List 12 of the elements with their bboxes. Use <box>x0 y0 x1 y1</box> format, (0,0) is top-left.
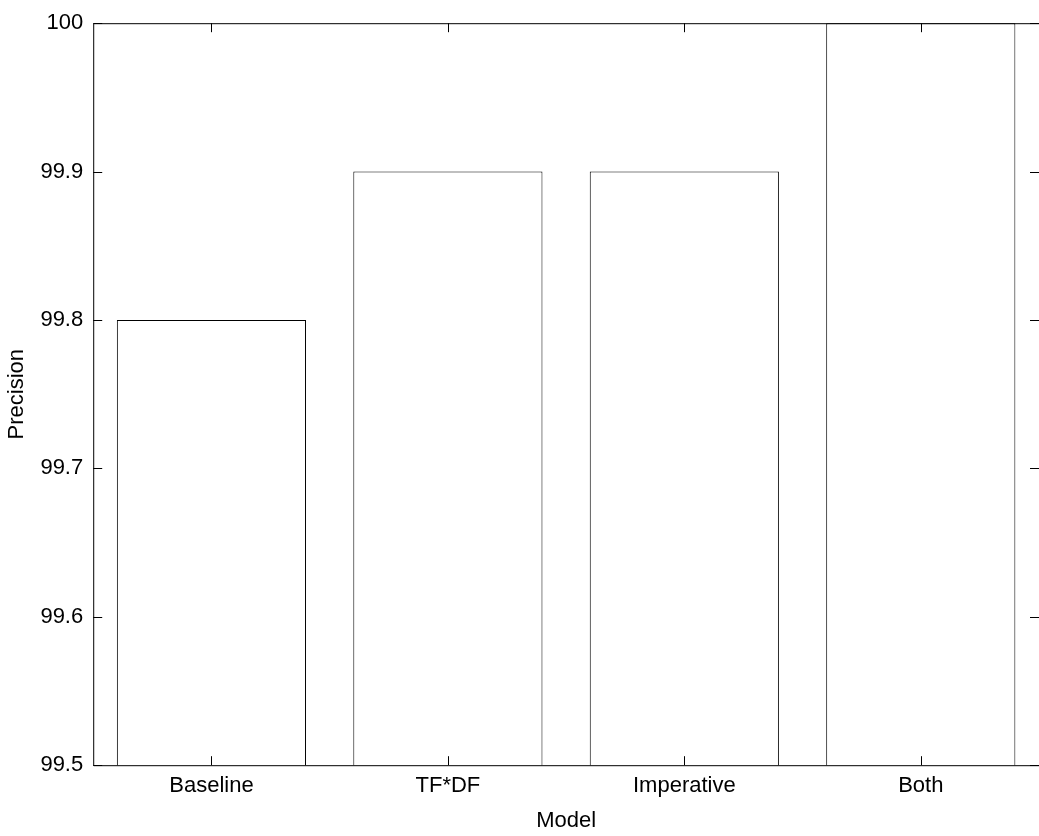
y-tick-label: 99.9 <box>40 157 84 183</box>
y-tick-label: 99.6 <box>40 602 84 628</box>
x-axis-title: Model <box>536 806 597 832</box>
y-tick-label: 100 <box>46 9 84 35</box>
y-tick-label: 99.5 <box>40 751 84 777</box>
y-tick-label: 99.7 <box>40 454 84 480</box>
y-tick-label: 99.8 <box>40 306 84 332</box>
y-axis-title: Precision <box>3 348 29 440</box>
x-tick-label: Imperative <box>632 772 736 798</box>
x-tick-label: TF*DF <box>415 772 481 798</box>
x-tick-label: Baseline <box>169 772 254 798</box>
x-tick-label: Both <box>898 772 944 798</box>
